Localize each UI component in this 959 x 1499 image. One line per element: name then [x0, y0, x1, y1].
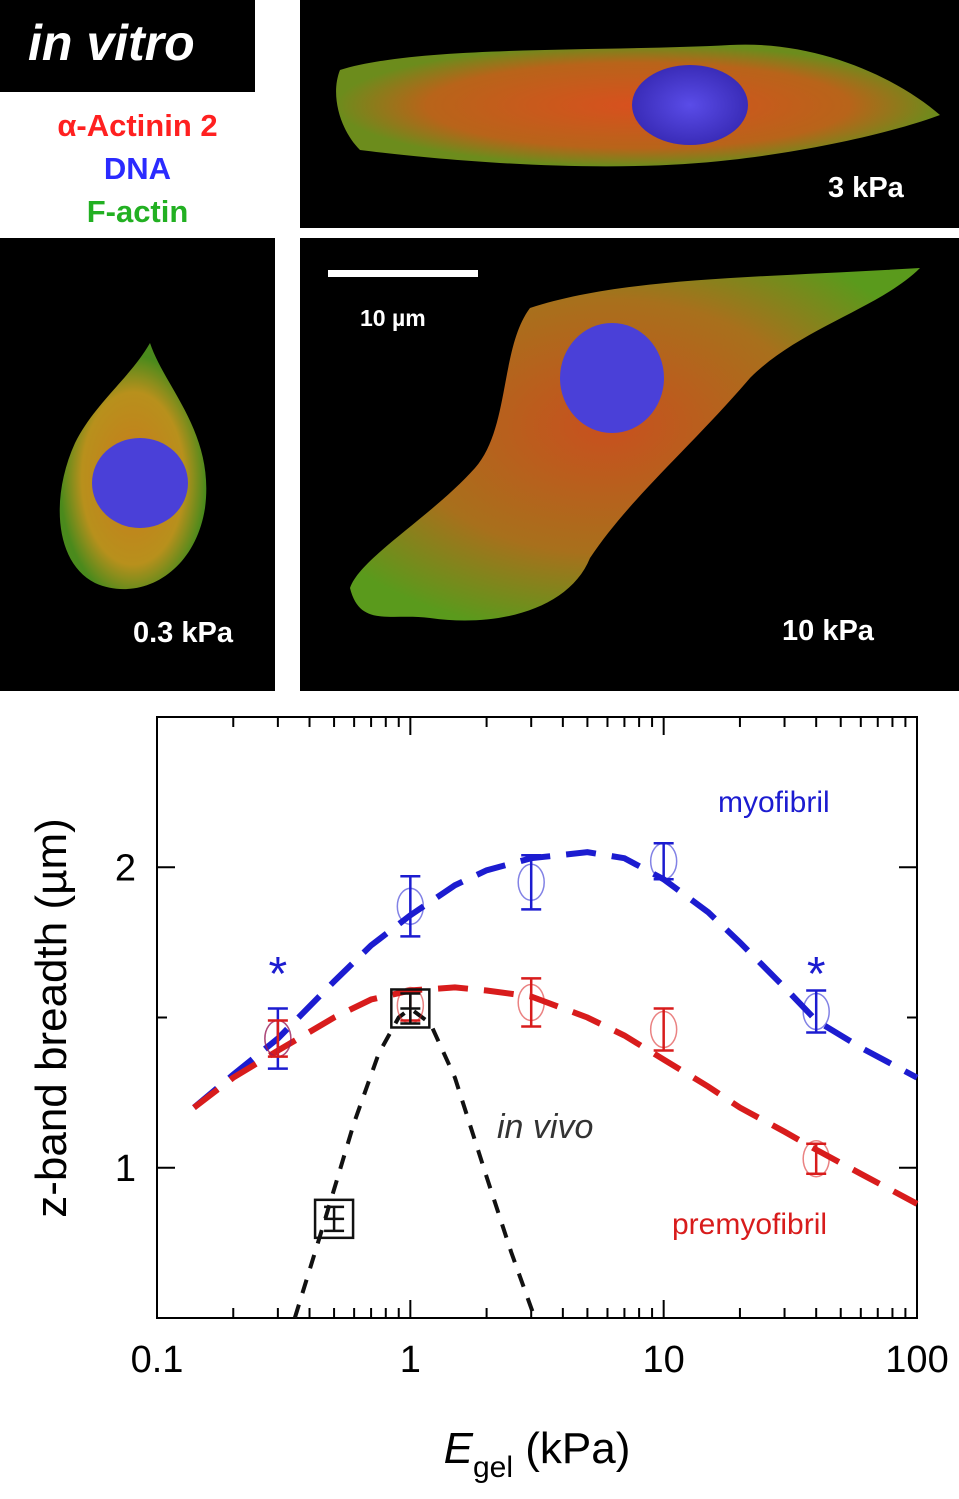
data-point: [517, 983, 545, 1022]
data-point: [390, 988, 431, 1029]
x-axis-label-unit: (kPa): [513, 1424, 630, 1473]
y-axis-label: z-band breadth (µm): [27, 818, 76, 1218]
significance-asterisk: *: [807, 948, 826, 1001]
legend-premyofibril: premyofibril: [672, 1208, 827, 1241]
cell-image-3kpa: 3 kPa: [300, 0, 959, 228]
title-box: in vitro: [0, 0, 255, 92]
legend-actinin: α-Actinin 2: [57, 108, 218, 143]
legend-dna: DNA: [103, 151, 172, 186]
cell-image-03kpa: 0.3 kPa: [0, 238, 275, 691]
data-point: [396, 887, 425, 926]
fit-curve-1: [192, 984, 919, 1207]
fit-curve-2: [292, 1005, 537, 1319]
kpa-label-3: 3 kPa: [828, 172, 905, 204]
kpa-label-10: 10 kPa: [782, 615, 875, 647]
data-point: [649, 1010, 678, 1049]
data-point: [649, 842, 678, 880]
fit-curves: [192, 849, 919, 1319]
x-tick-label: 100: [885, 1339, 948, 1381]
cell-image-10kpa: 10 kPa: [300, 238, 959, 691]
cell-03kpa-graphic: 0.3 kPa: [59, 343, 234, 649]
x-axis-label: Egel (kPa): [444, 1424, 631, 1484]
x-tick-label: 1: [400, 1339, 421, 1381]
data-point: [802, 992, 830, 1031]
axis-ticks: [156, 716, 918, 1319]
data-point: [802, 1139, 830, 1178]
data-points: * *: [264, 841, 830, 1240]
legend-factin: F-actin: [86, 194, 189, 229]
tick-labels: 0.1 1 10 100 1 2: [115, 847, 949, 1381]
x-tick-label: 10: [643, 1339, 685, 1381]
x-tick-label: 0.1: [131, 1339, 184, 1381]
data-point: [517, 863, 545, 902]
cell-3kpa-graphic: 3 kPa: [336, 44, 940, 204]
x-axis-label-sub: gel: [473, 1451, 513, 1484]
data-point: [264, 1019, 292, 1058]
in-vitro-title: in vitro: [28, 15, 195, 71]
scale-bar-label: 10 µm: [360, 305, 426, 331]
y-tick-label: 2: [115, 847, 136, 889]
scale-bar: [328, 270, 478, 277]
cell-10kpa-graphic: 10 kPa: [350, 268, 920, 647]
data-point: [313, 1198, 355, 1240]
legend-myofibril: myofibril: [718, 786, 830, 819]
legend-in-vivo: in vivo: [497, 1108, 593, 1146]
significance-asterisk: *: [269, 948, 288, 1001]
kpa-label-03: 0.3 kPa: [133, 617, 234, 649]
x-axis-label-main: E: [444, 1424, 474, 1473]
y-tick-label: 1: [115, 1148, 136, 1190]
